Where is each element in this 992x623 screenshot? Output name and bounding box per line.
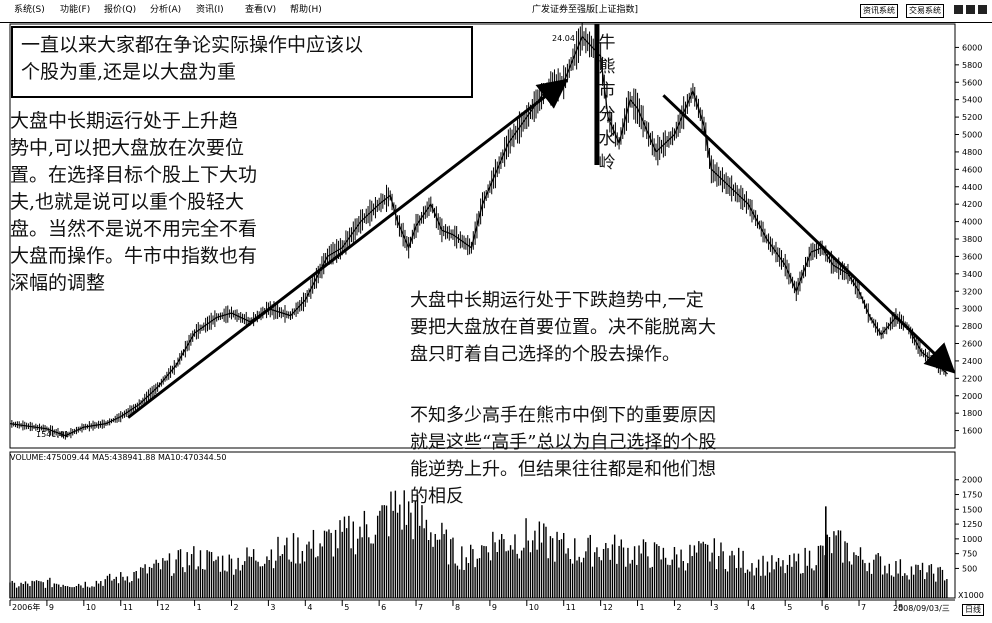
price-tick-label: 4400 (962, 183, 982, 192)
menu-view[interactable]: 查看(V) (245, 5, 277, 15)
month-label: 2 (233, 603, 238, 612)
month-label: 8 (455, 603, 460, 612)
month-label: 5 (787, 603, 792, 612)
question-callout: 一直以来大家都在争论实际操作中应该以 个股为重,还是以大盘为重 (11, 26, 473, 98)
price-tick-label: 5800 (962, 61, 982, 70)
month-label: 1 (640, 603, 645, 612)
low-price-label: 1541.41 (36, 430, 70, 439)
peak-price-label: 24.04 (552, 34, 575, 43)
restore-icon[interactable] (966, 5, 975, 14)
price-tick-label: 2800 (962, 322, 982, 331)
end-date-label: 2008/09/03/三 (893, 604, 950, 613)
bear-market-note: 大盘中长期运行处于下跌趋势中,一定 要把大盘放在首要位置。决不能脱离大 盘只盯着… (410, 290, 716, 365)
price-tick-label: 3200 (962, 287, 982, 296)
month-label: 11 (123, 603, 133, 612)
volume-tick-label: 500 (962, 564, 977, 573)
price-tick-label: 3800 (962, 235, 982, 244)
price-tick-label: 2200 (962, 374, 982, 383)
volume-tick-label: 750 (962, 550, 977, 559)
price-tick-label: 3600 (962, 252, 982, 261)
month-label: 7 (861, 603, 866, 612)
volume-tick-label: 1500 (962, 505, 982, 514)
month-label: 12 (160, 603, 170, 612)
price-tick-label: 2600 (962, 340, 982, 349)
price-tick-label: 6000 (962, 43, 982, 52)
month-label: 1 (197, 603, 202, 612)
price-line (9, 35, 949, 437)
month-label: 4 (307, 603, 312, 612)
app-title: 广发证券至强版[上证指数] (532, 5, 639, 15)
bull-market-note: 大盘中长期运行处于上升趋 势中,可以把大盘放在次要位 置。在选择目标个股上下大功… (10, 110, 258, 294)
volume-readout: VOLUME:475009.44 MA5:438941.88 MA10:4703… (10, 453, 227, 462)
price-tick-label: 5000 (962, 131, 982, 140)
month-label: 3 (713, 603, 718, 612)
volume-tick-label: 1750 (962, 491, 982, 500)
price-tick-label: 5600 (962, 78, 982, 87)
volume-tick-label: 2000 (962, 476, 982, 485)
uptrend-arrow (127, 78, 569, 419)
month-label: 6 (381, 603, 386, 612)
menu-quote[interactable]: 报价(Q) (104, 5, 137, 15)
price-tick-label: 2400 (962, 357, 982, 366)
price-tick-label: 5400 (962, 96, 982, 105)
volume-tick-label: 1000 (962, 535, 982, 544)
volume-unit-label: X1000 (958, 591, 984, 600)
price-tick-label: 4200 (962, 200, 982, 209)
price-tick-label: 1800 (962, 409, 982, 418)
trade-system-button[interactable]: 交易系统 (906, 4, 944, 18)
menu-bar: 系统(S) 功能(F) 报价(Q) 分析(A) 资讯(I) 查看(V) 帮助(H… (0, 0, 992, 23)
price-tick-label: 4600 (962, 165, 982, 174)
menu-analysis[interactable]: 分析(A) (150, 5, 182, 15)
menu-system[interactable]: 系统(S) (14, 5, 45, 15)
price-tick-label: 1600 (962, 427, 982, 436)
downtrend-arrow (662, 94, 956, 374)
info-system-button[interactable]: 资讯系统 (860, 4, 898, 18)
menu-function[interactable]: 功能(F) (60, 5, 91, 15)
price-tick-label: 4800 (962, 148, 982, 157)
menu-help[interactable]: 帮助(H) (290, 5, 322, 15)
month-label: 11 (566, 603, 576, 612)
price-tick-label: 5200 (962, 113, 982, 122)
month-label: 10 (86, 603, 96, 612)
volume-tick-label: 1250 (962, 520, 982, 529)
month-label: 10 (529, 603, 539, 612)
period-tab[interactable]: 日线 (962, 604, 984, 616)
price-tick-label: 3000 (962, 305, 982, 314)
price-tick-label: 2000 (962, 392, 982, 401)
month-label: 8 (898, 603, 903, 612)
watershed-label: 牛 熊 市 分 水 岭 (598, 33, 616, 173)
month-label: 3 (270, 603, 275, 612)
month-label: 12 (603, 603, 613, 612)
month-label: 4 (750, 603, 755, 612)
menu-info[interactable]: 资讯(I) (196, 5, 224, 15)
month-label: 5 (344, 603, 349, 612)
month-label: 9 (492, 603, 497, 612)
month-label: 6 (824, 603, 829, 612)
expert-warning-note: 不知多少高手在熊市中倒下的重要原因 就是这些“高手”总以为自己选择的个股 能逆势… (410, 405, 717, 507)
minimize-icon[interactable] (954, 5, 963, 14)
volume-panel-frame (9, 451, 956, 599)
month-label: 7 (418, 603, 423, 612)
price-tick-label: 3400 (962, 270, 982, 279)
price-tick-label: 4000 (962, 218, 982, 227)
close-icon[interactable] (978, 5, 987, 14)
month-label: 2 (676, 603, 681, 612)
month-label: 9 (49, 603, 54, 612)
month-label: 2006年 (12, 602, 40, 612)
price-panel-frame (9, 23, 956, 449)
